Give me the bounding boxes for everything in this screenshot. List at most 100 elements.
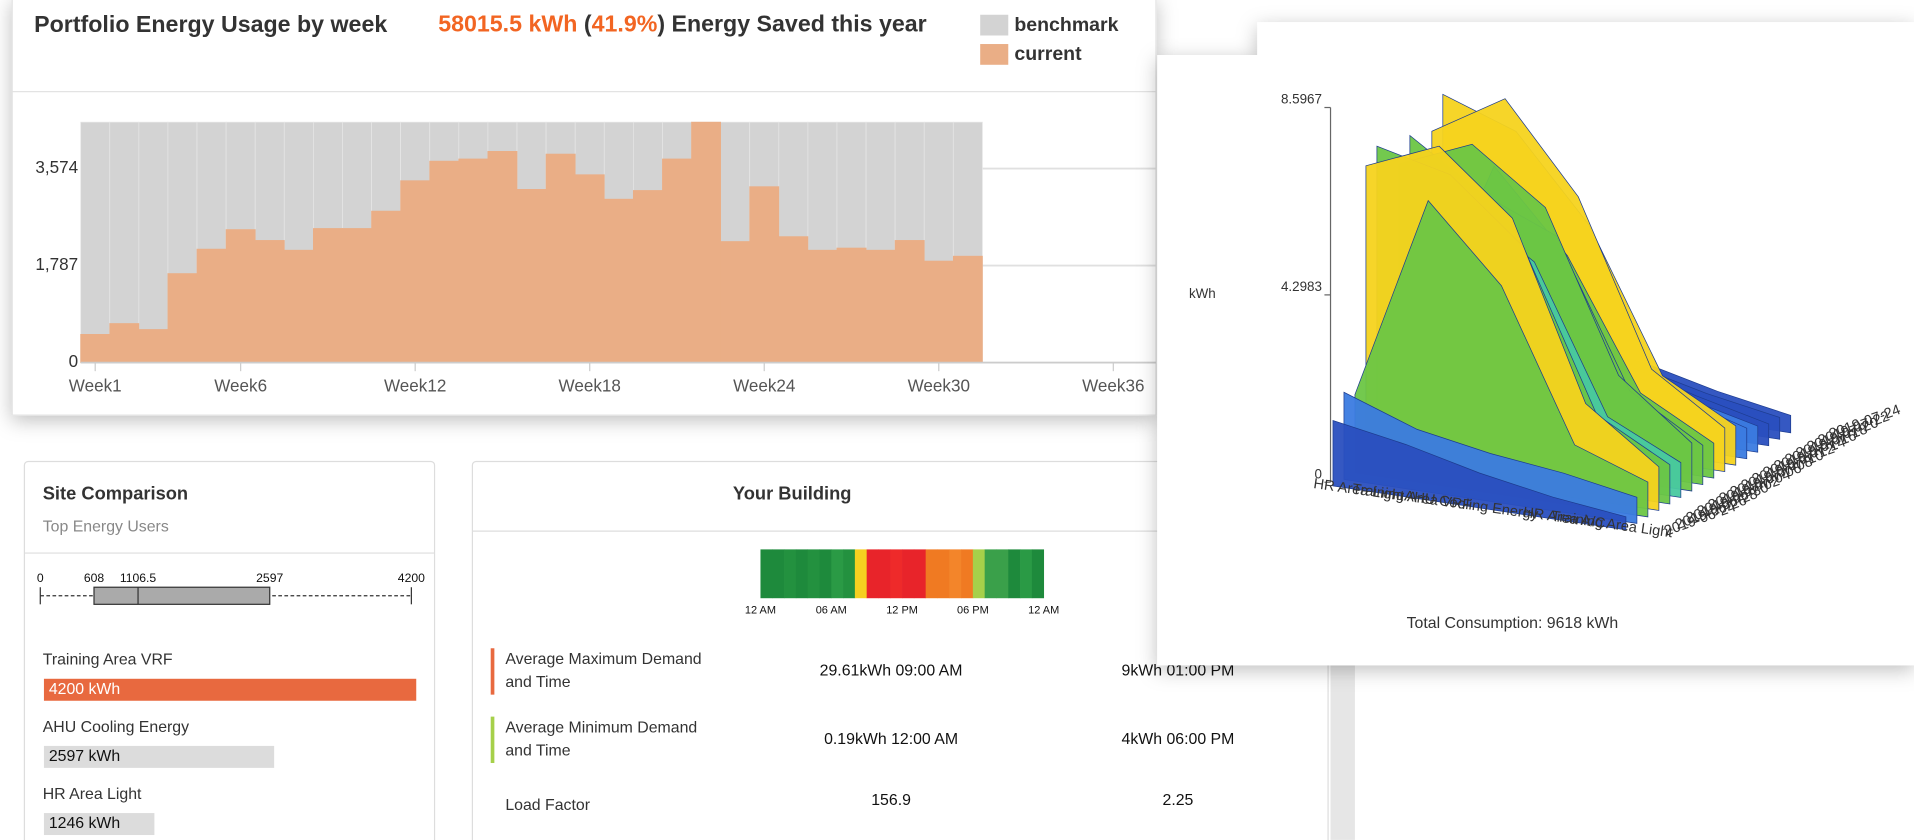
tick-label: 4200 — [398, 571, 425, 585]
bar-name: Training Area VRF — [43, 652, 173, 669]
heat-cell — [1020, 549, 1033, 599]
heat-label: 06 AM — [816, 604, 847, 616]
heat-cell — [902, 549, 915, 599]
bar — [516, 189, 547, 363]
row-indicator — [490, 716, 495, 764]
bar — [225, 229, 256, 363]
headline-part: 41.9% — [592, 11, 658, 37]
bar — [778, 236, 809, 363]
heat-label: 06 PM — [957, 604, 989, 616]
legend-swatch — [980, 44, 1009, 65]
row-value: 2.25 — [1163, 792, 1194, 809]
headline-part: ) Energy Saved this year — [657, 11, 926, 37]
bar — [138, 121, 169, 363]
x-tick-label: Week30 — [908, 377, 970, 396]
bar — [865, 249, 896, 363]
chart-title: Portfolio Energy Usage by week — [34, 11, 387, 37]
heat-cell — [984, 549, 997, 599]
row-indicator — [490, 648, 495, 695]
bar — [167, 273, 198, 363]
tick-label: 1106.5 — [120, 571, 157, 585]
heat-label: 12 AM — [1028, 604, 1059, 616]
bar — [313, 228, 343, 363]
box — [93, 586, 271, 605]
heat-cell — [843, 549, 856, 599]
x-tick-label: Week36 — [1082, 377, 1144, 396]
heat-cell — [760, 549, 773, 599]
bar-label: 2597 kWh — [49, 748, 120, 765]
site-comparison: Site Comparison Top Energy Users 0 608 110… — [37, 482, 425, 836]
heat-label: 12 PM — [886, 604, 918, 616]
heat-label: 12 AM — [745, 604, 776, 616]
heat-cell — [961, 549, 974, 599]
surface-slice — [1332, 420, 1627, 531]
x-tick-label: Week6 — [214, 377, 267, 396]
x-tick-label: Week18 — [559, 377, 621, 396]
surface-slice — [1343, 391, 1638, 524]
heat-cell — [866, 549, 879, 599]
your-building: Your Building 12 AM 06 AM 12 PM 06 PM 12 AM A… — [490, 482, 1235, 814]
bar — [691, 121, 721, 363]
x-tick-label: Week1 — [69, 377, 122, 396]
heat-cell — [996, 549, 1009, 599]
bar-name: AHU Cooling Energy — [43, 719, 189, 736]
panel-subtitle: Top Energy Users — [43, 519, 169, 536]
heat-cell — [878, 549, 891, 599]
legend-swatch — [980, 14, 1009, 36]
bar — [836, 247, 867, 363]
bar — [662, 158, 692, 363]
bar — [80, 121, 111, 363]
bar — [720, 241, 751, 363]
bar — [487, 151, 518, 363]
bar — [138, 329, 169, 363]
row-value: 9kWh 01:00 PM — [1122, 663, 1235, 680]
row-value: 156.9 — [871, 792, 911, 809]
bar — [283, 249, 314, 363]
legend-label: current — [1014, 43, 1082, 65]
bar — [574, 174, 605, 363]
bar — [429, 160, 460, 363]
x-tick-label: Week12 — [384, 377, 446, 396]
headline-part: 58015.5 kWh — [438, 11, 577, 37]
bar — [894, 240, 925, 363]
bar — [342, 228, 372, 363]
z-tick-label: 8.5967 — [1281, 92, 1322, 107]
row-label: Average Maximum Demand — [505, 651, 701, 668]
tick-label: 0 — [37, 571, 44, 585]
bar — [254, 240, 285, 363]
headline-part: ( — [577, 11, 591, 37]
bar-label: 4200 kWh — [49, 681, 120, 698]
bar — [43, 813, 155, 836]
bar — [109, 323, 140, 363]
bar-name: HR Area Light — [43, 786, 142, 803]
heat-cell — [937, 549, 950, 599]
heat-cell — [925, 549, 938, 599]
bar — [632, 190, 663, 363]
heat-cell — [854, 549, 868, 599]
row-value: 4kWh 06:00 PM — [1122, 731, 1235, 748]
panel-title: Your Building — [733, 482, 852, 503]
bar — [923, 260, 954, 363]
bar-label: 1246 kWh — [49, 815, 120, 832]
energy-chart: Portfolio Energy Usage by week 58015.5 k… — [34, 11, 1156, 396]
y-tick-label: 1,787 — [35, 255, 78, 274]
heat-cell — [772, 549, 785, 599]
bar — [603, 198, 634, 363]
axis-label: kWh — [1189, 286, 1216, 301]
row-label: and Time — [505, 743, 570, 760]
bar — [749, 186, 780, 363]
row-value: 0.19kWh 12:00 AM — [824, 731, 958, 748]
site-panel — [23, 460, 436, 840]
heat-cell — [807, 549, 820, 599]
row-label: and Time — [505, 674, 570, 691]
heat-cell — [890, 549, 903, 599]
row-label: Average Minimum Demand — [505, 719, 697, 736]
heat-cell — [949, 549, 962, 599]
chart-footer: Total Consumption: 9618 kWh — [1407, 615, 1619, 632]
z-tick-label: 0 — [1315, 466, 1322, 481]
bar — [80, 334, 111, 363]
bar — [807, 249, 838, 363]
headline: 58015.5 kWh (41.9%) Energy Saved this ye… — [438, 11, 926, 37]
bar — [371, 210, 402, 363]
